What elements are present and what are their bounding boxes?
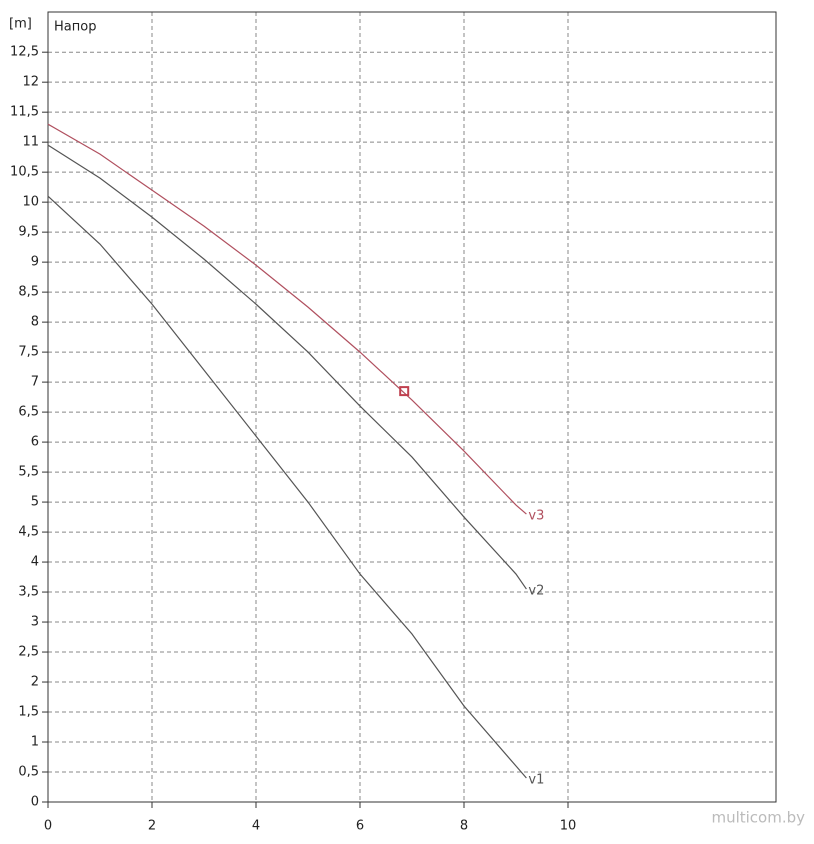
y-tick-label: 9: [31, 255, 39, 270]
y-tick-label: 2,5: [18, 645, 39, 660]
y-tick-label: 4,5: [18, 525, 39, 540]
series-label: v3: [528, 509, 544, 524]
x-tick-label: 10: [560, 819, 577, 834]
y-tick-label: 6,5: [18, 405, 39, 420]
y-tick-label: 6: [31, 435, 39, 450]
x-tick-label: 8: [460, 819, 468, 834]
y-tick-label: 7: [31, 375, 39, 390]
y-tick-label: 12: [22, 75, 39, 90]
y-tick-label: 10: [22, 195, 39, 210]
y-tick-label: 4: [31, 555, 39, 570]
y-tick-label: 3,5: [18, 585, 39, 600]
y-tick-label: 0,5: [18, 765, 39, 780]
plot-frame: [47, 11, 777, 803]
y-tick-label: 7,5: [18, 345, 39, 360]
y-tick-label: 5: [31, 495, 39, 510]
y-tick-label: 5,5: [18, 465, 39, 480]
x-tick-label: 0: [44, 819, 52, 834]
series-label: v2: [528, 584, 544, 599]
y-tick-label: 8,5: [18, 285, 39, 300]
y-tick-label: 0: [31, 795, 39, 810]
y-tick-label: 9,5: [18, 225, 39, 240]
x-tick-label: 6: [356, 819, 364, 834]
series-line: [47, 195, 527, 779]
y-label: Напор: [54, 20, 96, 35]
y-tick-label: 1: [31, 735, 39, 750]
x-tick-label: 2: [148, 819, 156, 834]
y-tick-label: 3: [31, 615, 39, 630]
series-line: [47, 144, 527, 590]
y-tick-label: 12,5: [10, 45, 39, 60]
operating-point: [399, 386, 410, 397]
y-unit: [m]: [9, 17, 32, 32]
y-tick-label: 11,5: [10, 105, 39, 120]
y-tick-label: 2: [31, 675, 39, 690]
watermark: multicom.by: [711, 809, 805, 827]
y-tick-label: 11: [22, 135, 39, 150]
y-tick-label: 10,5: [10, 165, 39, 180]
y-tick-label: 1,5: [18, 705, 39, 720]
y-tick-label: 8: [31, 315, 39, 330]
series-label: v1: [528, 773, 544, 788]
x-tick-label: 4: [252, 819, 260, 834]
series-line: [47, 123, 527, 515]
